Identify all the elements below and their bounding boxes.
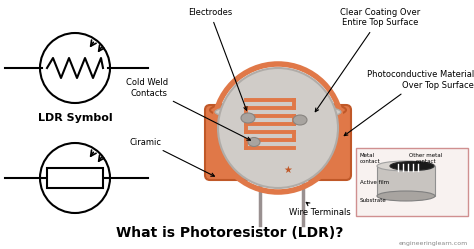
Ellipse shape — [215, 104, 341, 120]
Circle shape — [218, 68, 338, 188]
Bar — [377, 166, 435, 196]
Text: LDR Symbol: LDR Symbol — [38, 113, 112, 123]
Text: Photoconductive Material
Over Top Surface: Photoconductive Material Over Top Surfac… — [344, 70, 474, 136]
Ellipse shape — [377, 161, 435, 171]
Text: Other metal
contact: Other metal contact — [410, 153, 443, 164]
Text: What is Photoresistor (LDR)?: What is Photoresistor (LDR)? — [116, 226, 344, 240]
Text: Cold Weld
Contacts: Cold Weld Contacts — [126, 78, 250, 140]
Text: Ciramic: Ciramic — [130, 137, 214, 176]
Ellipse shape — [390, 162, 434, 171]
Text: engineeringlearn.com: engineeringlearn.com — [399, 241, 468, 246]
Bar — [47, 168, 103, 188]
Ellipse shape — [293, 115, 307, 125]
Text: Electrodes: Electrodes — [188, 8, 247, 110]
Ellipse shape — [377, 191, 435, 201]
Text: Active film: Active film — [360, 180, 389, 185]
Text: Substrate: Substrate — [360, 197, 387, 202]
Ellipse shape — [248, 137, 260, 146]
Text: Clear Coating Over
Entire Top Surface: Clear Coating Over Entire Top Surface — [315, 8, 420, 112]
Ellipse shape — [210, 100, 346, 120]
Text: ★: ★ — [283, 165, 292, 175]
Text: Wire Terminals: Wire Terminals — [289, 202, 351, 217]
Text: Metal
contact: Metal contact — [360, 153, 381, 164]
FancyBboxPatch shape — [205, 105, 351, 180]
Bar — [356, 148, 468, 216]
Ellipse shape — [241, 113, 255, 123]
